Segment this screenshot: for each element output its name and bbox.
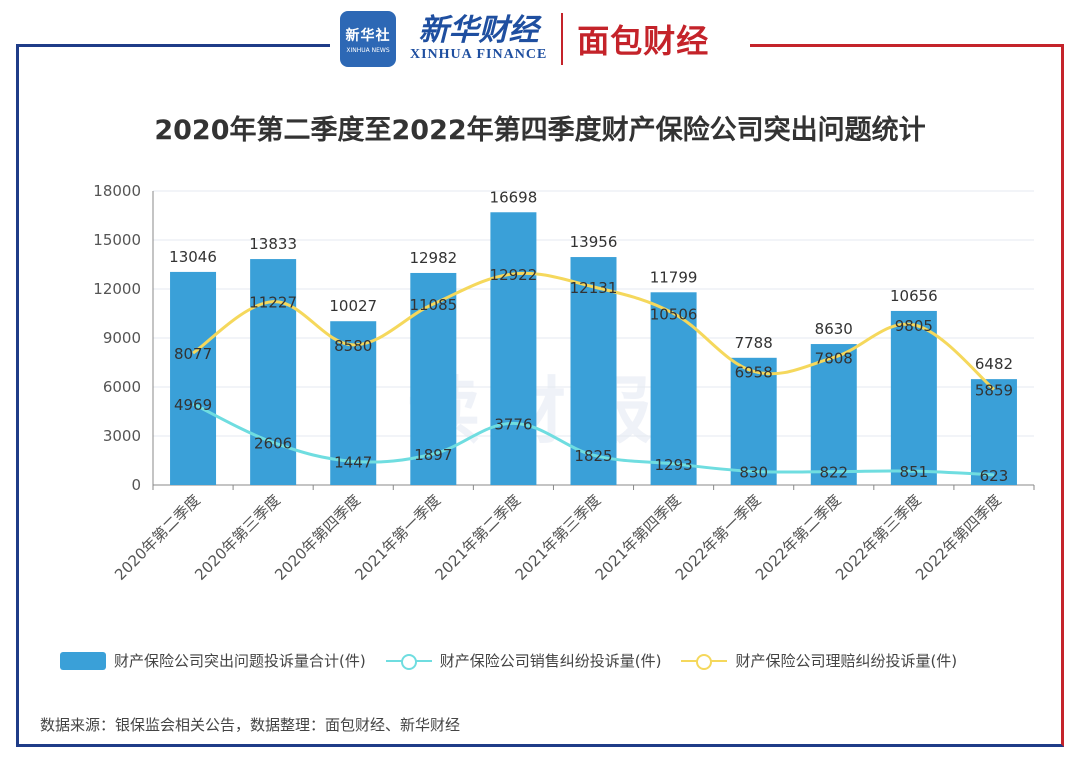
- bar-value-label: 12982: [409, 249, 457, 267]
- bar: [810, 344, 857, 485]
- claims-value-label: 10506: [650, 305, 698, 323]
- bar-value-label: 10027: [329, 297, 377, 315]
- claims-value-label: 7808: [815, 349, 853, 367]
- legend-item-sales[interactable]: 财产保险公司销售纠纷投诉量(件): [385, 650, 662, 671]
- sales-value-label: 1897: [414, 446, 452, 464]
- x-tick-label: 2022年第四季度: [912, 491, 1005, 584]
- data-source-note: 数据来源：银保监会相关公告，数据整理：面包财经、新华财经: [40, 716, 461, 734]
- x-tick-label: 2022年第三季度: [832, 491, 925, 584]
- bar-value-label: 13833: [249, 235, 297, 253]
- legend-label-total: 财产保险公司突出问题投诉量合计(件): [114, 652, 366, 670]
- x-tick-label: 2021年第四季度: [592, 491, 685, 584]
- bar: [890, 310, 937, 485]
- claims-value-label: 8077: [174, 345, 212, 363]
- claims-value-label: 5859: [975, 381, 1013, 399]
- x-tick-label: 2021年第一季度: [351, 491, 444, 584]
- legend-line-swatch-sales: [385, 652, 432, 670]
- bar-value-label: 13956: [570, 233, 618, 251]
- bar-value-label: 11799: [650, 268, 698, 286]
- bar: [170, 271, 217, 485]
- legend-item-claims[interactable]: 财产保险公司理赔纠纷投诉量(件): [681, 650, 957, 671]
- y-tick-label: 15000: [93, 231, 141, 249]
- bar: [330, 321, 377, 485]
- claims-value-label: 12922: [490, 266, 538, 284]
- bar: [570, 257, 617, 485]
- x-tick-label: 2020年第二季度: [111, 491, 204, 584]
- xinhua-logo-text: 新华社: [345, 27, 391, 44]
- sales-value-label: 822: [819, 464, 848, 482]
- xinhua-finance-logo: 新华财经 XINHUA FINANCE: [410, 15, 547, 63]
- y-tick-label: 3000: [103, 427, 141, 445]
- frame-top-left-line: [16, 44, 330, 47]
- claims-value-label: 11085: [409, 296, 457, 314]
- claims-series-line: [192, 271, 995, 391]
- sales-value-label: 830: [739, 463, 768, 481]
- x-tick-label: 2020年第四季度: [271, 491, 364, 584]
- legend-bar-swatch: [60, 651, 106, 670]
- chart-title: 2020年第二季度至2022年第四季度财产保险公司突出问题统计: [154, 115, 926, 146]
- bar: [730, 357, 777, 485]
- bar-value-label: 13046: [169, 248, 217, 266]
- bar-value-label: 7788: [735, 334, 773, 352]
- x-tick-label: 2022年第二季度: [752, 491, 845, 584]
- bar-value-label: 16698: [490, 188, 538, 206]
- mianbao-logo: 面包财经: [577, 22, 710, 60]
- claims-value-label: 12131: [570, 279, 618, 297]
- sales-value-label: 1293: [654, 456, 692, 474]
- claims-value-label: 11227: [249, 294, 297, 312]
- sales-value-label: 623: [980, 467, 1009, 485]
- claims-value-label: 6958: [735, 363, 773, 381]
- bar: [970, 379, 1017, 485]
- xinhua-finance-cn: 新华财经: [418, 13, 539, 48]
- x-tick-label: 2021年第三季度: [512, 491, 605, 584]
- header-logos: 新华社 XINHUA NEWS 新华财经 XINHUA FINANCE 面包财经: [340, 8, 740, 70]
- sales-value-label: 1447: [334, 453, 372, 471]
- claims-value-label: 8580: [334, 337, 372, 355]
- y-tick-label: 0: [131, 476, 141, 494]
- claims-value-label: 9805: [895, 317, 933, 335]
- xinhua-news-logo: 新华社 XINHUA NEWS: [340, 11, 396, 67]
- bar-value-label: 6482: [975, 355, 1013, 373]
- x-tick-label: 2020年第三季度: [191, 491, 284, 584]
- y-tick-label: 9000: [103, 329, 141, 347]
- x-tick-label: 2021年第二季度: [431, 491, 524, 584]
- xinhua-logo-sub: XINHUA NEWS: [346, 46, 390, 54]
- legend: 财产保险公司突出问题投诉量合计(件) 财产保险公司销售纠纷投诉量(件) 财产保险…: [60, 650, 977, 671]
- sales-value-label: 3776: [494, 415, 532, 433]
- sales-value-label: 851: [900, 463, 929, 481]
- logo-divider: [561, 13, 564, 65]
- chart-canvas: 0 3000 6000 9000 12000 15000 18000 13046 13833 10…: [93, 182, 1035, 584]
- legend-line-swatch-claims: [681, 652, 728, 670]
- sales-series-line: [192, 402, 995, 477]
- y-tick-label: 18000: [93, 182, 141, 200]
- xinhua-finance-en: XINHUA FINANCE: [410, 47, 548, 62]
- y-tick-label: 12000: [93, 280, 141, 298]
- y-tick-label: 6000: [103, 378, 141, 396]
- sales-value-label: 4969: [174, 396, 212, 414]
- bar-value-label: 8630: [815, 320, 853, 338]
- sales-value-label: 2606: [254, 434, 292, 452]
- bar-value-label: 10656: [890, 287, 938, 305]
- x-tick-label: 2022年第一季度: [672, 491, 765, 584]
- sales-value-label: 1825: [574, 447, 612, 465]
- legend-item-total[interactable]: 财产保险公司突出问题投诉量合计(件): [60, 650, 366, 671]
- legend-label-sales: 财产保险公司销售纠纷投诉量(件): [439, 652, 662, 670]
- legend-label-claims: 财产保险公司理赔纠纷投诉量(件): [735, 652, 958, 670]
- frame-top-right-line: [750, 44, 1064, 47]
- bar: [490, 212, 537, 486]
- frame-border: [16, 46, 1064, 747]
